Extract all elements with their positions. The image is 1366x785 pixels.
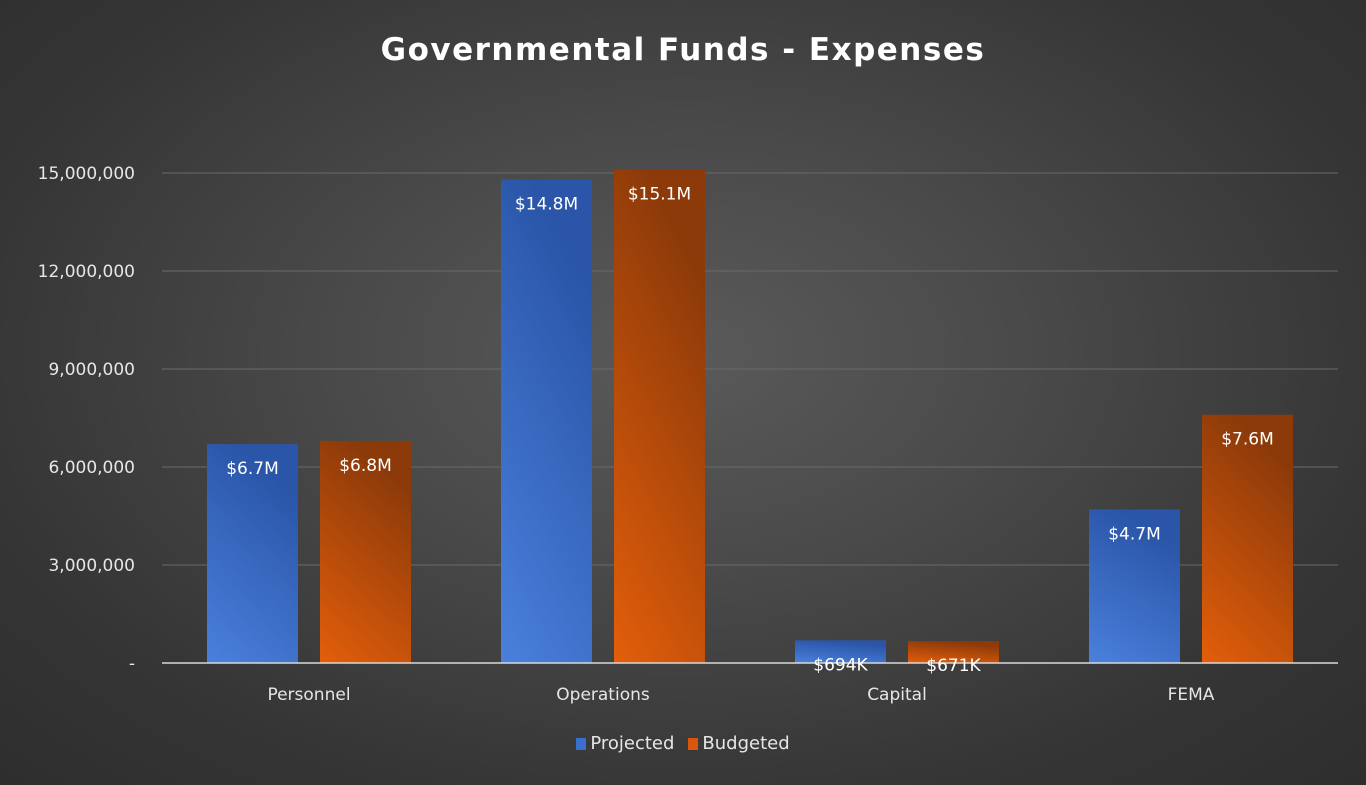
legend-label-budgeted: Budgeted — [702, 733, 790, 754]
data-labels: $6.7M $6.8M $14.8M $15.1M $694K $671K $4.7M $7.… — [226, 185, 1274, 676]
bar-budgeted — [1202, 414, 1293, 663]
y-tick-label: - — [129, 654, 135, 674]
x-tick-label: FEMA — [1168, 685, 1215, 705]
y-tick-label: 3,000,000 — [48, 556, 135, 576]
data-label-projected: $694K — [813, 655, 868, 675]
bar-projected — [207, 444, 298, 663]
bars — [207, 169, 1293, 664]
data-label-budgeted: $6.8M — [339, 456, 392, 476]
data-label-budgeted: $15.1M — [628, 185, 691, 205]
y-tick-label: 12,000,000 — [38, 262, 135, 282]
legend-swatch-budgeted — [688, 737, 699, 750]
bar-projected — [795, 640, 886, 663]
x-axis-tick-labels: Personnel Operations Capital FEMA — [267, 685, 1214, 705]
data-label-budgeted: $7.6M — [1221, 430, 1274, 450]
x-tick-label: Operations — [556, 685, 650, 705]
y-tick-label: 15,000,000 — [38, 164, 135, 184]
legend-label-projected: Projected — [590, 733, 675, 754]
data-label-projected: $6.7M — [226, 459, 279, 479]
bar-projected — [1089, 509, 1180, 663]
legend-item-projected: Projected — [576, 733, 674, 754]
bar-budgeted — [320, 440, 411, 663]
x-tick-label: Personnel — [267, 685, 350, 705]
x-tick-label: Capital — [867, 685, 927, 705]
legend-item-budgeted: Budgeted — [688, 733, 790, 754]
y-tick-label: 6,000,000 — [48, 458, 135, 478]
bar-budgeted — [908, 641, 999, 663]
y-axis-tick-labels: - 3,000,000 6,000,000 9,000,000 12,000,000 15… — [38, 164, 135, 674]
data-label-projected: $4.7M — [1108, 524, 1161, 544]
legend: Projected Budgeted — [0, 733, 1366, 754]
data-label-projected: $14.8M — [515, 195, 578, 215]
y-tick-label: 9,000,000 — [48, 360, 135, 380]
legend-swatch-projected — [576, 737, 587, 750]
chart-title: Governmental Funds - Expenses — [380, 32, 986, 68]
data-label-budgeted: $671K — [926, 656, 981, 676]
bar-projected — [501, 179, 592, 664]
bar-budgeted — [614, 169, 705, 663]
